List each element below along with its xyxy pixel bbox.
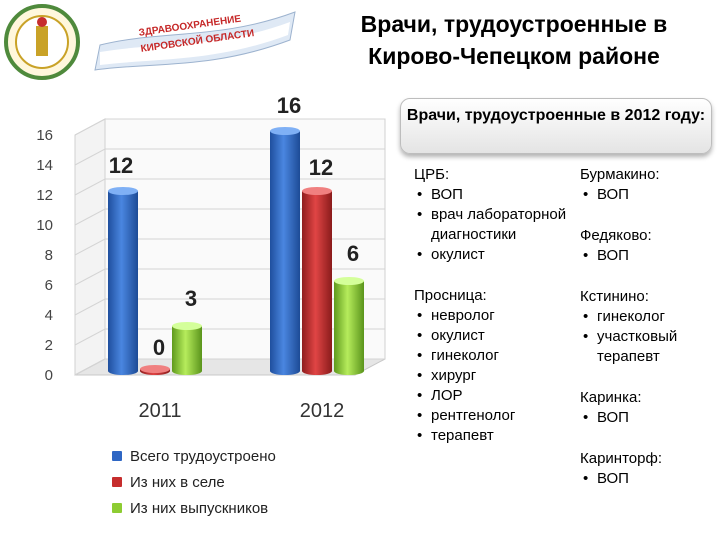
chart-legend: Всего трудоустроено Из них в селе Из них в… xyxy=(112,443,276,521)
specialty-item: невролог xyxy=(414,306,574,326)
location-group: Бурмакино: ВОП xyxy=(580,165,715,205)
page-title-line1: Врачи, трудоустроенные в xyxy=(360,11,668,37)
data-label: 12 xyxy=(309,155,333,180)
bar-top xyxy=(334,277,364,285)
specialty-item: гинеколог xyxy=(580,307,715,327)
y-tick-label: 2 xyxy=(45,337,53,354)
bar-base xyxy=(172,367,202,375)
location-group: Каринка: ВОП xyxy=(580,388,715,428)
info-column-right: Бурмакино: ВОП Федяково: ВОП Кстинино: гинеко… xyxy=(580,165,715,510)
specialty-list: ВОПврач лабораторной диагностикиокулист xyxy=(414,185,574,265)
legend-swatch xyxy=(112,503,122,513)
chart-bars xyxy=(108,127,364,375)
specialty-list: ВОП xyxy=(580,246,715,266)
location-title: ЦРБ: xyxy=(414,166,450,183)
y-tick-label: 4 xyxy=(45,307,53,324)
specialty-item: ВОП xyxy=(580,246,715,266)
location-title: Каринка: xyxy=(580,389,642,406)
bar-base xyxy=(108,367,138,375)
y-tick-label: 10 xyxy=(36,217,53,234)
specialty-item: ЛОР xyxy=(414,386,574,406)
location-group: Федяково: ВОП xyxy=(580,226,715,266)
location-title: Кстинино: xyxy=(580,288,649,305)
info-column-left: ЦРБ:ВОПврач лабораторной диагностикиокул… xyxy=(414,165,574,467)
legend-label: Всего трудоустроено xyxy=(130,447,276,465)
specialty-item: окулист xyxy=(414,245,574,265)
location-title: Каринторф: xyxy=(580,450,662,467)
bar-top xyxy=(108,187,138,195)
specialty-item: ВОП xyxy=(580,408,715,428)
legend-item: Всего трудоустроено xyxy=(112,443,276,469)
info-box-title: Врачи, трудоустроенные в 2012 году: xyxy=(400,98,712,154)
legend-label: Из них выпускников xyxy=(130,499,269,517)
bar-base xyxy=(302,367,332,375)
specialty-item: окулист xyxy=(414,326,574,346)
location-group: Кстинино: гинекологучастковый терапевт xyxy=(580,287,715,367)
x-category-label: 2011 xyxy=(138,400,181,422)
bar xyxy=(302,191,332,371)
location-group: Каринторф: ВОП xyxy=(580,449,715,489)
bar xyxy=(270,131,300,371)
specialty-item: рентгенолог xyxy=(414,406,574,426)
legend-swatch xyxy=(112,477,122,487)
location-title: Бурмакино: xyxy=(580,166,660,183)
bar-top xyxy=(140,365,170,373)
specialty-list: ВОП xyxy=(580,185,715,205)
legend-item: Из них выпускников xyxy=(112,495,276,521)
bar-top xyxy=(302,187,332,195)
specialty-item: гинеколог xyxy=(414,346,574,366)
y-tick-label: 8 xyxy=(45,247,53,264)
y-tick-label: 16 xyxy=(36,127,53,144)
legend-item: Из них в селе xyxy=(112,469,276,495)
specialty-item: ВОП xyxy=(580,185,715,205)
bar-top xyxy=(172,322,202,330)
bar xyxy=(334,281,364,371)
bar-top xyxy=(270,127,300,135)
page-title: Врачи, трудоустроенные в Кирово-Чепецком… xyxy=(318,8,710,72)
header-banner: ЗДРАВООХРАНЕНИЕ КИРОВСКОЙ ОБЛАСТИ xyxy=(0,0,300,80)
logo-emblem xyxy=(4,4,296,80)
specialty-item: терапевт xyxy=(414,426,574,446)
specialty-list: ВОП xyxy=(580,408,715,428)
data-labels: 12 03 16 12 6 xyxy=(109,95,359,360)
data-label: 3 xyxy=(185,286,197,311)
specialty-list: ВОП xyxy=(580,469,715,489)
specialty-item: участковый терапевт xyxy=(580,327,715,367)
y-axis-ticks: 0 2 4 6 8 10 12 14 16 xyxy=(36,127,53,384)
gridline xyxy=(74,118,385,136)
location-group: ЦРБ: ВОПврач лабораторной диагностикиокул… xyxy=(414,165,574,265)
legend-label: Из них в селе xyxy=(130,473,225,491)
specialty-item: врач лабораторной диагностики xyxy=(414,205,574,245)
location-group: Просница: неврологокулистгинекологхирургЛ… xyxy=(414,286,574,446)
specialty-item: ВОП xyxy=(414,185,574,205)
specialty-item: хирург xyxy=(414,366,574,386)
bar xyxy=(172,326,202,371)
page-title-line2: Кирово-Чепецком районе xyxy=(368,43,660,69)
y-tick-label: 0 xyxy=(45,367,53,384)
y-tick-label: 14 xyxy=(36,157,53,174)
location-title: Просница: xyxy=(414,287,487,304)
data-label: 0 xyxy=(153,335,165,360)
data-label: 6 xyxy=(347,241,359,266)
y-tick-label: 6 xyxy=(45,277,53,294)
location-title: Федяково: xyxy=(580,227,652,244)
specialty-item: ВОП xyxy=(580,469,715,489)
bar xyxy=(108,191,138,371)
bar-base xyxy=(334,367,364,375)
x-category-label: 2012 xyxy=(300,400,345,422)
y-tick-label: 12 xyxy=(36,187,53,204)
specialty-list: гинекологучастковый терапевт xyxy=(580,307,715,367)
specialty-list: неврологокулистгинекологхирургЛОРрентген… xyxy=(414,306,574,446)
data-label: 12 xyxy=(109,153,133,178)
bar-base xyxy=(270,367,300,375)
data-label: 16 xyxy=(277,95,301,118)
legend-swatch xyxy=(112,451,122,461)
x-axis-categories: 2011 2012 xyxy=(138,400,344,422)
